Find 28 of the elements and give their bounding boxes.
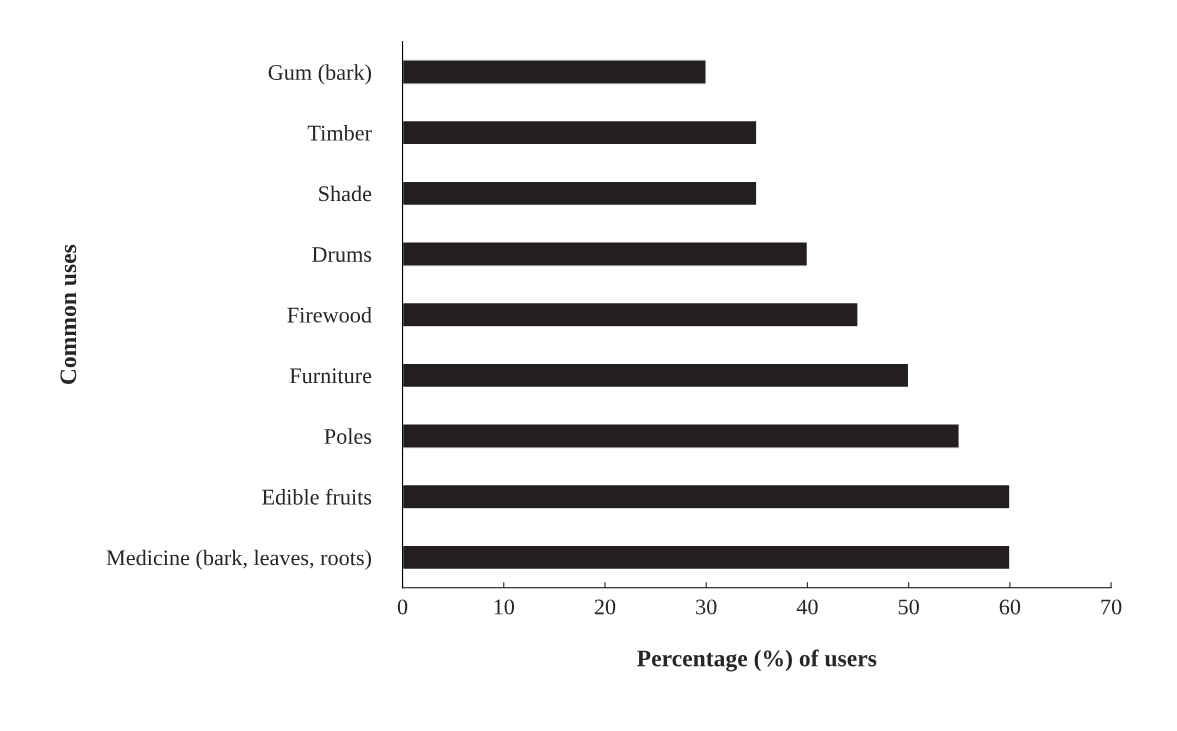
y-tick-label: Gum (bark): [268, 64, 371, 85]
x-tick-label: 30: [696, 599, 717, 615]
x-tick-label: 50: [898, 599, 919, 615]
bar: [402, 180, 758, 207]
x-tick-label: 0: [397, 599, 408, 615]
x-tick-label: 60: [999, 599, 1021, 615]
y-tick-label: Poles: [324, 428, 372, 444]
x-tick-label: 10: [494, 599, 515, 615]
y-tick-label: Shade: [319, 185, 372, 202]
bar: [402, 483, 1011, 510]
x-axis-title: Percentage (%) of users: [637, 649, 877, 672]
bar: [402, 301, 859, 328]
bar: [402, 119, 758, 146]
bar: [402, 241, 809, 267]
y-axis-title: Common uses: [60, 244, 77, 385]
bar: [402, 544, 1011, 571]
bar: [402, 59, 707, 85]
x-tick-label: 20: [594, 599, 616, 615]
y-tick-label: Timber: [307, 124, 372, 141]
y-tick-label: Firewood: [287, 306, 372, 323]
bar: [402, 362, 910, 389]
y-tick-label: Medicine (bark, leaves, roots): [106, 549, 371, 570]
x-tick-label: 70: [1101, 599, 1122, 615]
y-tick-label: Drums: [312, 247, 372, 262]
y-tick-label: Edible fruits: [262, 488, 372, 505]
x-tick-label: 40: [796, 599, 818, 615]
bar: [402, 423, 960, 449]
y-tick-label: Furniture: [289, 368, 372, 384]
